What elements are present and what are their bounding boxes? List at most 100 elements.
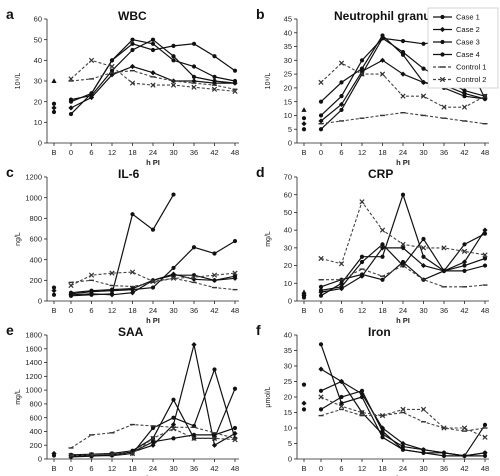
- panel-b-series-control-2-point: [338, 60, 345, 66]
- panel-c-series-case-4-point: [171, 273, 176, 278]
- panel-e-ytick-label: 1400: [25, 358, 42, 367]
- panel-b-baseline-point: [301, 116, 307, 121]
- legend-marker: [440, 14, 445, 20]
- panel-a-series-case-4-point: [171, 58, 176, 63]
- panel-d-series-control-2-point: [420, 245, 427, 251]
- panel-a-baseline-point: [51, 78, 57, 83]
- panel-a-series-case-4-point: [89, 91, 94, 96]
- panel-d-series-case-2-point: [420, 262, 427, 269]
- panel-f-series-control-2-point: [400, 406, 406, 413]
- legend-marker: [440, 52, 445, 57]
- panel-a-xtick-label: 0: [69, 148, 73, 157]
- panel-c-xtick-label: 48: [231, 306, 239, 315]
- panel-e-ytick-label: 0: [38, 455, 42, 464]
- panel-f-series-case-1-point: [482, 453, 488, 458]
- panel-f-ytick-label: 10: [284, 424, 292, 433]
- panel-b-baseline-point: [301, 121, 307, 127]
- panel-c-series-control-2-point: [129, 269, 136, 275]
- panel-c-series-case-4-point: [109, 287, 115, 292]
- panel-c-series-case-4-point: [232, 274, 238, 279]
- panel-b-ytick-label: 45: [284, 15, 292, 24]
- panel-c-series-control-2-point: [170, 275, 177, 281]
- panel-e-ytick-label: 1600: [25, 344, 42, 353]
- panel-a-series-control-2-point: [170, 82, 177, 88]
- panel-c-xtick-label: 0: [69, 306, 73, 315]
- panel-c-xtick-label: 12: [108, 306, 116, 315]
- panel-c-series-control-2-point: [211, 272, 218, 278]
- panel-d-xtick-label: 30: [419, 306, 427, 315]
- panel-e-series-case-2-point: [150, 442, 156, 448]
- panel-a-series-case-3-point: [130, 47, 135, 53]
- panel-f-series-case-4-point: [441, 450, 447, 455]
- panel-e-series-case-1-point: [232, 386, 238, 391]
- panel-b-xtick-label: 0: [319, 148, 323, 157]
- panel-a-series-case-1-point: [171, 43, 176, 48]
- panel-c-ytick-label: 1000: [25, 193, 42, 202]
- panel-f-series-control-1-line: [320, 408, 486, 432]
- panel-a-series-control-2-point: [68, 76, 74, 82]
- panel-f-ytick-label: 30: [284, 362, 292, 371]
- panel-d-series-control-2-point: [441, 245, 447, 251]
- panel-c-xtick-baseline: B: [51, 306, 56, 315]
- panel-b-xtick-label: 12: [358, 148, 366, 157]
- panel-a-series-case-1-line: [70, 43, 236, 115]
- panel-c-series-control-2-point: [109, 270, 115, 276]
- panel-a-series-control-1-line: [70, 70, 236, 90]
- panel-b-ytick-label: 0: [288, 139, 292, 148]
- panel-f-ytick-label: 5: [288, 439, 292, 448]
- panel-f-series-case-4-point: [462, 453, 467, 458]
- panel-f-series-case-2-point: [400, 440, 406, 447]
- panel-e-series-case-3-point: [171, 415, 176, 420]
- panel-e-letter: e: [6, 322, 14, 338]
- panel-f-series-case-3-point: [380, 432, 385, 437]
- panel-b-series-control-2-point: [318, 79, 324, 86]
- panel-d-series-case-4-point: [380, 277, 385, 282]
- panel-a-series-case-4-point: [130, 37, 135, 42]
- panel-c-xlabel: h PI: [146, 316, 160, 325]
- panel-a-series-control-2-point: [129, 80, 136, 86]
- panel-f-xtick-label: 24: [399, 464, 407, 473]
- panel-d-series-case-3-point: [318, 288, 324, 293]
- panel-d-xtick-label: 18: [378, 306, 386, 315]
- panel-f-ytick-label: 0: [288, 455, 292, 464]
- panel-a-series-control-2-point: [88, 57, 95, 63]
- panel-a-letter: a: [6, 6, 14, 22]
- panel-e-series-case-4-point: [232, 425, 238, 431]
- panel-a-series-case-3-point: [191, 74, 197, 79]
- panel-c-series-case-1-point: [150, 227, 156, 232]
- panel-b-series-case-4-point: [318, 99, 324, 104]
- panel-d-series-control-2-point: [318, 255, 324, 262]
- panel-c-series-case-1-point: [171, 192, 176, 197]
- panel-a-series-case-4-point: [150, 41, 156, 46]
- panel-b-ytick-label: 10: [284, 111, 292, 120]
- panel-e-xtick-label: 12: [108, 464, 116, 473]
- panel-a-series-case-3-point: [212, 78, 217, 84]
- panel-e-title: SAA: [118, 325, 144, 339]
- panel-e-series-case-4-point: [191, 432, 197, 437]
- panel-b-xtick-label: 6: [339, 148, 343, 157]
- panel-c-series-case-4-point: [130, 286, 135, 291]
- panel-e-baseline-point: [51, 450, 57, 457]
- panel-d-title: CRP: [368, 167, 393, 181]
- panel-f-ytick-label: 40: [284, 331, 292, 340]
- panel-a-series-case-3-point: [171, 54, 176, 59]
- panel-d-xtick-label: 36: [440, 306, 448, 315]
- panel-b-ytick-label: 20: [284, 83, 292, 92]
- panel-a-xlabel: h PI: [146, 158, 160, 167]
- panel-d-series-case-1-line: [320, 192, 486, 297]
- panel-b-xtick-label: 42: [460, 148, 468, 157]
- panel-d-series-case-1-point: [462, 242, 467, 247]
- panel-e-series-control-2-point: [109, 451, 115, 457]
- panel-c-baseline-point: [51, 292, 57, 297]
- panel-f-series-control-2-point: [420, 406, 427, 413]
- panel-f-series-case-1-line: [320, 344, 485, 457]
- panel-b-series-case-4-point: [359, 66, 365, 71]
- panel-d-series-case-1-point: [318, 293, 324, 298]
- panel-d-series-control-2-point: [359, 199, 365, 205]
- panel-e-series-case-3-point: [212, 367, 217, 372]
- panel-e-xtick-label: 0: [69, 464, 73, 473]
- panel-c-series-control-2-point: [191, 274, 197, 280]
- panel-a-ytick-label: 30: [34, 77, 42, 86]
